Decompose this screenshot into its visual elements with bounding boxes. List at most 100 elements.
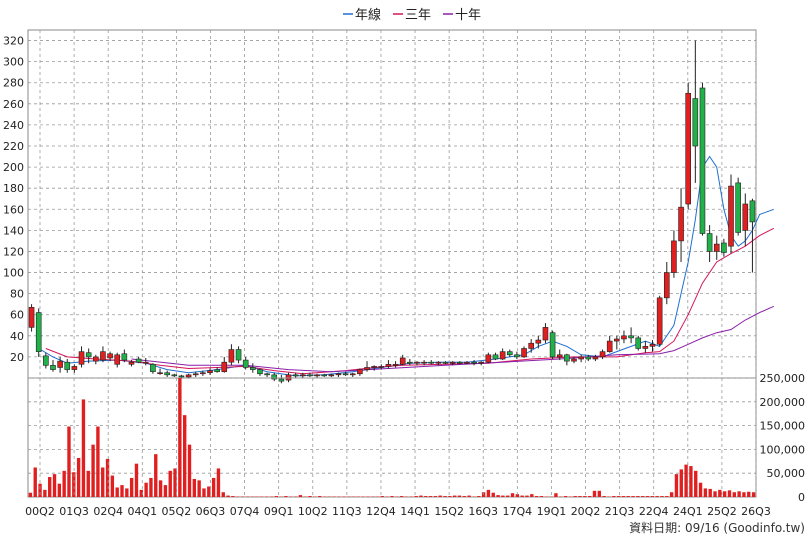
- candle-body: [435, 361, 442, 364]
- candle-body: [663, 272, 670, 299]
- volume-bar: [154, 454, 158, 497]
- x-tick-label: 12Q4: [366, 505, 396, 518]
- candle-body: [521, 348, 527, 358]
- price-plot: 20 40 60 80 100 120 140 160 180 200 220 240 260 280 30…: [3, 29, 775, 384]
- volume-bar: [448, 496, 452, 497]
- volume-bar: [178, 378, 182, 497]
- volume-bar: [134, 463, 139, 497]
- volume-bar: [163, 485, 168, 497]
- candle-body: [50, 365, 56, 370]
- volume-bar: [120, 485, 124, 497]
- x-tick-label: 06Q3: [196, 505, 226, 518]
- price-tick-label: 80: [10, 288, 24, 301]
- volume-bar: [669, 492, 674, 497]
- x-tick-label: 15Q2: [434, 505, 464, 518]
- candle-body: [128, 361, 135, 365]
- volume-bar: [101, 467, 105, 497]
- candle-body: [407, 361, 413, 364]
- x-tick-label: 14Q1: [400, 505, 430, 518]
- volume-bar: [732, 492, 736, 497]
- volume-bar: [742, 492, 746, 497]
- candle-body: [35, 312, 42, 352]
- volume-bar: [674, 474, 679, 497]
- candle-body: [357, 369, 363, 375]
- volume-bar: [486, 489, 491, 497]
- volume-bar: [457, 495, 462, 497]
- candle-body: [442, 361, 449, 364]
- candle-body: [292, 374, 299, 377]
- candle-body: [28, 307, 35, 328]
- candle-body: [528, 342, 534, 349]
- x-tick-label: 04Q1: [127, 505, 157, 518]
- volume-bar: [554, 493, 558, 497]
- candle-body: [485, 354, 492, 363]
- volume-tick-label: 250,000: [760, 372, 806, 385]
- x-tick-label: 00Q2: [25, 505, 55, 518]
- volume-bar: [530, 494, 534, 497]
- candle-body: [314, 374, 320, 377]
- candle-body: [749, 200, 756, 223]
- candle-body: [592, 356, 599, 360]
- volume-bar: [506, 495, 510, 497]
- price-tick-label: 240: [3, 119, 24, 132]
- candle-body: [235, 349, 242, 361]
- volume-bar: [737, 491, 741, 497]
- candle-body: [178, 375, 185, 378]
- x-tick-label: 07Q4: [230, 505, 260, 518]
- candle-body: [478, 361, 485, 364]
- candle-body: [107, 353, 113, 359]
- candle-body: [164, 372, 170, 376]
- volume-bar: [751, 492, 756, 497]
- candle-body: [214, 369, 220, 372]
- x-tick-label: 20Q2: [571, 505, 601, 518]
- candle-body: [399, 357, 406, 365]
- candle-body: [428, 361, 435, 364]
- price-tick-label: 220: [3, 140, 24, 153]
- candle-body: [93, 356, 99, 362]
- candle-body: [606, 340, 613, 352]
- volume-bar: [197, 480, 201, 497]
- price-tick-label: 160: [3, 203, 24, 216]
- volume-bar: [43, 489, 47, 497]
- volume-bar: [612, 496, 616, 497]
- candle-body: [721, 242, 727, 253]
- volume-bar: [583, 496, 587, 497]
- volume-bar: [62, 470, 66, 497]
- candle-body: [385, 363, 392, 367]
- price-tick-label: 140: [3, 224, 24, 237]
- volume-bar: [501, 495, 505, 497]
- candle-body: [464, 361, 470, 364]
- candle-body: [649, 343, 656, 347]
- volume-bar: [91, 444, 95, 497]
- candle-body: [685, 92, 691, 205]
- x-axis: 00Q2 01Q3 02Q4 04Q1 05Q2 06Q3 07Q4 09Q1 10Q2 11Q3…: [25, 378, 771, 518]
- volume-bar: [76, 457, 81, 497]
- volume-bar: [192, 478, 197, 497]
- volume-bar: [33, 467, 37, 497]
- volume-bar: [67, 426, 71, 497]
- candle-body: [728, 185, 734, 247]
- volume-bar: [221, 492, 225, 497]
- x-tick-label: 10Q2: [298, 505, 328, 518]
- candle-body: [250, 367, 256, 370]
- candle-body: [349, 373, 356, 376]
- candle-body: [257, 369, 263, 375]
- candle-body: [371, 366, 377, 368]
- volume-bar: [650, 496, 655, 497]
- ma-line-2: [131, 305, 775, 373]
- candle-body: [514, 354, 520, 358]
- volume-bar: [539, 496, 544, 497]
- volume-bar: [698, 482, 703, 497]
- volume-bar: [684, 464, 688, 497]
- price-tick-label: 180: [3, 182, 24, 195]
- price-tick-label: 120: [3, 245, 24, 258]
- volume-plot: 0 50,000 100,000 150,000 200,000 250,000: [27, 372, 806, 504]
- candle-body: [556, 354, 563, 358]
- candle-body: [307, 374, 313, 377]
- volume-bar: [52, 474, 57, 497]
- candle-body: [299, 374, 306, 377]
- volume-bar: [602, 496, 606, 497]
- volume-bar: [57, 483, 62, 497]
- volume-bar: [496, 495, 500, 497]
- price-tick-label: 260: [3, 98, 24, 111]
